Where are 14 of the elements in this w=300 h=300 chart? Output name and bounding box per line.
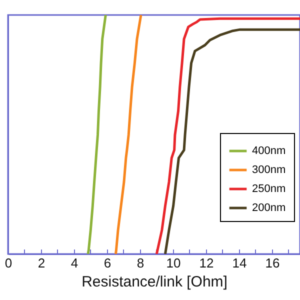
x-tick-label: 14 <box>232 256 247 270</box>
x-tick-label: 2 <box>38 256 46 270</box>
x-tick-label: 16 <box>265 256 280 270</box>
legend-label: 400nm <box>252 145 286 157</box>
legend-label: 200nm <box>252 202 286 214</box>
x-axis-title: Resistance/link [Ohm] <box>82 274 228 290</box>
legend-label: 250nm <box>252 183 286 195</box>
x-tick-label: 12 <box>199 256 214 270</box>
x-tick-label: 0 <box>4 256 12 270</box>
x-tick-label: 8 <box>136 256 144 270</box>
x-tick-label: 4 <box>70 256 78 270</box>
legend-label: 300nm <box>252 164 286 176</box>
x-tick-label: 10 <box>166 256 181 270</box>
x-tick-label: 6 <box>104 256 112 270</box>
